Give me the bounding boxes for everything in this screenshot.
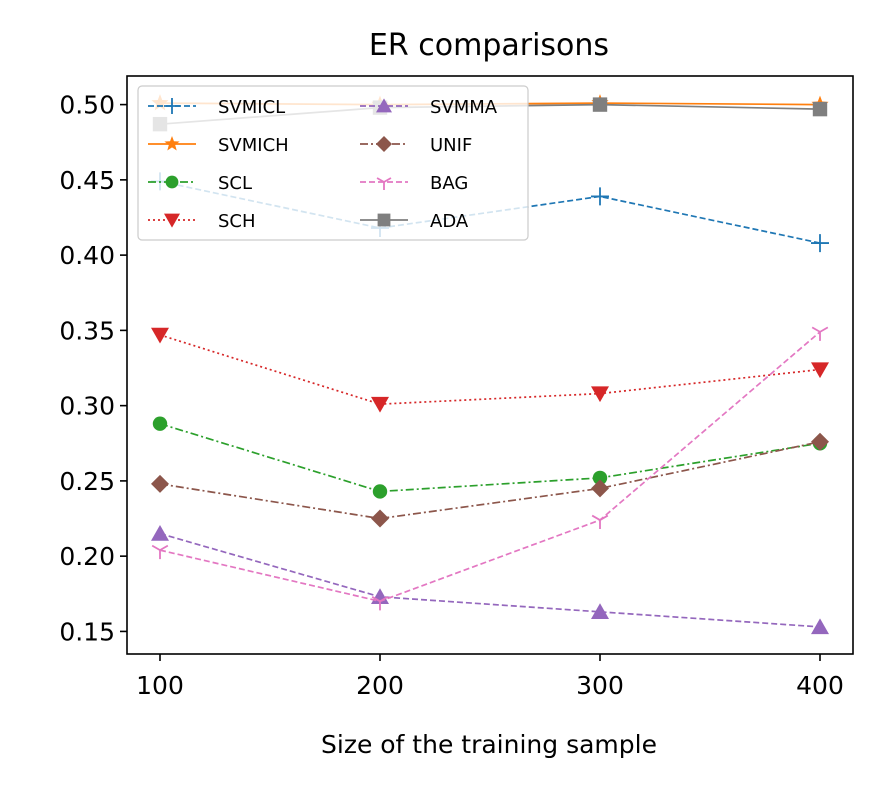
- data-point-bag: [811, 326, 829, 341]
- series-line-sch: [159, 334, 821, 405]
- series-svmma: [151, 525, 829, 635]
- legend-entry-unif: UNIF: [360, 135, 472, 156]
- legend-label-ada: ADA: [430, 211, 469, 232]
- legend-label-svmich: SVMICH: [218, 135, 289, 156]
- data-point-scl: [372, 484, 388, 499]
- legend-entry-svmicl: SVMICL: [148, 97, 285, 118]
- legend-marker-svmma: [376, 98, 392, 113]
- series-sch: [151, 327, 829, 413]
- data-point-sch: [591, 386, 609, 403]
- data-point-svmicl: [811, 234, 829, 253]
- y-tick-label: 0.40: [59, 241, 115, 270]
- legend-label-bag: BAG: [430, 173, 468, 194]
- chart-title: ER comparisons: [369, 28, 609, 63]
- legend-label-svmma: SVMMA: [430, 97, 498, 118]
- data-point-sch: [151, 327, 169, 344]
- legend-marker-sch: [164, 213, 180, 228]
- legend-label-sch: SCH: [218, 211, 256, 232]
- series-line-bag: [159, 331, 821, 603]
- series-line-svmma: [159, 532, 821, 628]
- data-point-ada: [812, 101, 828, 117]
- legend-box: [137, 85, 529, 241]
- legend-entry-svmich: SVMICH: [148, 135, 289, 156]
- legend-marker-unif: [376, 136, 392, 152]
- legend-marker-scl: [165, 175, 179, 189]
- data-point-scl: [152, 416, 168, 431]
- data-point-svmma: [811, 618, 829, 635]
- y-tick-label: 0.50: [59, 91, 115, 120]
- legend: SVMICL SVMICH SCL SCH SVMMA UNIF BAG ADA: [137, 85, 529, 241]
- x-axis-title: Size of the training sample: [321, 730, 657, 759]
- y-tick-label: 0.25: [59, 467, 115, 496]
- y-tick-label: 0.15: [59, 617, 115, 646]
- legend-entry-bag: BAG: [360, 173, 468, 194]
- data-point-bag: [371, 596, 389, 611]
- series-line-unif: [159, 440, 821, 520]
- series-bag: [151, 326, 829, 611]
- data-point-svmma: [151, 525, 169, 541]
- data-point-bag: [151, 544, 169, 560]
- data-point-unif: [151, 474, 169, 493]
- legend-entry-sch: SCH: [148, 211, 256, 232]
- x-tick-label: 200: [356, 671, 404, 700]
- legend-entry-ada: ADA: [360, 211, 469, 232]
- x-tick-label: 300: [576, 671, 624, 700]
- legend-label-unif: UNIF: [430, 135, 472, 156]
- data-point-svmicl: [591, 187, 609, 206]
- plot-frame: [126, 75, 854, 655]
- data-point-unif: [371, 509, 389, 528]
- y-axis-ticks: 0.15 0.20 0.25 0.30 0.35 0.40 0.45 0.50: [59, 91, 127, 646]
- legend-entry-scl: SCL: [148, 173, 252, 194]
- series-line-scl: [159, 422, 821, 493]
- x-tick-label: 100: [136, 671, 184, 700]
- series-unif: [151, 432, 829, 528]
- legend-label-scl: SCL: [218, 173, 252, 194]
- x-axis-ticks: 100 200 300 400: [136, 654, 844, 700]
- data-point-svmma: [591, 603, 609, 620]
- x-tick-label: 400: [796, 671, 844, 700]
- data-point-bag: [591, 514, 609, 530]
- y-tick-label: 0.35: [59, 316, 115, 345]
- y-tick-label: 0.30: [59, 392, 115, 421]
- series-scl: [152, 416, 828, 499]
- legend-entry-svmma: SVMMA: [360, 97, 498, 118]
- data-point-sch: [371, 396, 389, 413]
- legend-marker-bag: [376, 177, 392, 190]
- legend-label-svmicl: SVMICL: [218, 97, 285, 118]
- data-point-sch: [811, 362, 829, 379]
- data-point-ada: [592, 97, 608, 112]
- y-tick-label: 0.20: [59, 542, 115, 571]
- data-point-unif: [591, 479, 609, 498]
- legend-marker-svmicl: [164, 98, 180, 114]
- legend-marker-ada: [377, 213, 391, 227]
- y-tick-label: 0.45: [59, 166, 115, 195]
- data-point-scl: [592, 470, 608, 486]
- legend-marker-svmich: [164, 136, 180, 151]
- data-point-unif: [811, 432, 829, 451]
